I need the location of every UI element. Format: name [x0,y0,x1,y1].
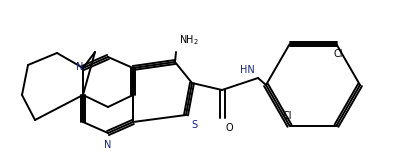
Text: HN: HN [240,65,255,75]
Text: N: N [76,62,84,72]
Text: N: N [104,140,112,150]
Text: O: O [226,123,233,133]
Text: NH$_2$: NH$_2$ [179,33,199,47]
Text: S: S [191,120,197,130]
Text: Cl: Cl [334,49,343,59]
Text: Cl: Cl [283,111,292,121]
